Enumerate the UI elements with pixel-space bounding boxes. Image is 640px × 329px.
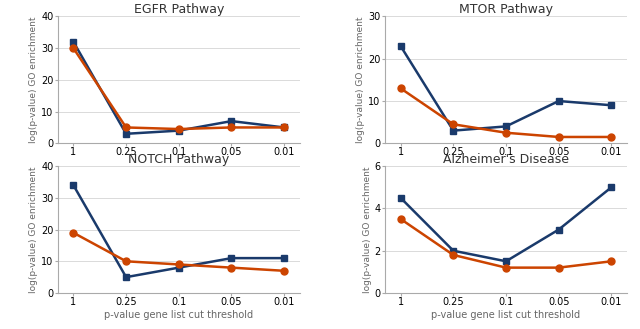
Line: EGFR (PubSqueezer): EGFR (PubSqueezer) — [70, 38, 287, 137]
NOTCH (TF-IDF) — [280, 269, 288, 273]
EGFR (PubSqueezer) — [122, 132, 130, 136]
NOTCH (PubSqueezer) — [228, 256, 236, 260]
MTOR (PubSqueezer) — [607, 103, 615, 107]
MTOR (PubSqueezer) — [397, 44, 404, 48]
Legend: Alzheimer (PubSqueezer), Alzheimer (TF-IDF): Alzheimer (PubSqueezer), Alzheimer (TF-I… — [360, 296, 640, 306]
Title: EGFR Pathway: EGFR Pathway — [134, 3, 224, 16]
EGFR (PubSqueezer) — [280, 125, 288, 129]
EGFR (PubSqueezer) — [70, 40, 77, 44]
MTOR (TF-IDF) — [502, 131, 510, 135]
EGFR (TF-IDF) — [175, 127, 182, 131]
Line: MTOR (PubSqueezer): MTOR (PubSqueezer) — [397, 42, 615, 134]
Alzheimer (PubSqueezer) — [397, 196, 404, 200]
Line: NOTCH (TF-IDF): NOTCH (TF-IDF) — [70, 229, 287, 274]
Y-axis label: log(p-value) GO enrichment: log(p-value) GO enrichment — [29, 17, 38, 143]
X-axis label: p-value gene list cut threshold: p-value gene list cut threshold — [431, 310, 580, 320]
Alzheimer (PubSqueezer) — [607, 185, 615, 189]
Alzheimer (PubSqueezer) — [449, 249, 457, 253]
EGFR (PubSqueezer) — [228, 119, 236, 123]
Line: Alzheimer (TF-IDF): Alzheimer (TF-IDF) — [397, 215, 615, 271]
MTOR (PubSqueezer) — [502, 124, 510, 128]
EGFR (TF-IDF) — [228, 125, 236, 129]
Alzheimer (TF-IDF) — [607, 259, 615, 263]
NOTCH (TF-IDF) — [122, 259, 130, 263]
Legend: EGFR (PubSqueezer), EGFR (TF-IDF): EGFR (PubSqueezer), EGFR (TF-IDF) — [57, 146, 300, 156]
MTOR (TF-IDF) — [607, 135, 615, 139]
Title: Alzheimer's Disease: Alzheimer's Disease — [443, 153, 569, 166]
Line: MTOR (TF-IDF): MTOR (TF-IDF) — [397, 85, 615, 140]
NOTCH (PubSqueezer) — [122, 275, 130, 279]
MTOR (PubSqueezer) — [555, 99, 563, 103]
Legend: MTOR (PubSqueezer), MTOR (TF-IDF): MTOR (PubSqueezer), MTOR (TF-IDF) — [381, 146, 630, 156]
Alzheimer (PubSqueezer) — [555, 228, 563, 232]
NOTCH (PubSqueezer) — [70, 183, 77, 187]
X-axis label: p-value gene list cut threshold: p-value gene list cut threshold — [104, 310, 253, 320]
EGFR (PubSqueezer) — [175, 129, 182, 133]
Title: MTOR Pathway: MTOR Pathway — [459, 3, 553, 16]
NOTCH (TF-IDF) — [70, 231, 77, 235]
Title: NOTCH Pathway: NOTCH Pathway — [128, 153, 229, 166]
EGFR (TF-IDF) — [70, 46, 77, 50]
Legend: NOTCH (PubSqueezer), NOTCH (TF-IDF): NOTCH (PubSqueezer), NOTCH (TF-IDF) — [48, 296, 310, 306]
NOTCH (PubSqueezer) — [175, 266, 182, 269]
MTOR (TF-IDF) — [397, 87, 404, 90]
MTOR (PubSqueezer) — [449, 129, 457, 133]
Alzheimer (TF-IDF) — [449, 253, 457, 257]
MTOR (TF-IDF) — [449, 122, 457, 126]
Alzheimer (PubSqueezer) — [502, 259, 510, 263]
Line: EGFR (TF-IDF): EGFR (TF-IDF) — [70, 45, 287, 133]
Y-axis label: log(p-value) GO enrichment: log(p-value) GO enrichment — [29, 166, 38, 293]
Y-axis label: log(p-value) GO enrichment: log(p-value) GO enrichment — [356, 17, 365, 143]
Alzheimer (TF-IDF) — [502, 266, 510, 269]
Y-axis label: log(p-value) GO enrichment: log(p-value) GO enrichment — [363, 166, 372, 293]
MTOR (TF-IDF) — [555, 135, 563, 139]
Alzheimer (TF-IDF) — [397, 217, 404, 221]
EGFR (TF-IDF) — [122, 125, 130, 129]
EGFR (TF-IDF) — [280, 125, 288, 129]
Line: Alzheimer (PubSqueezer): Alzheimer (PubSqueezer) — [397, 184, 615, 265]
NOTCH (PubSqueezer) — [280, 256, 288, 260]
NOTCH (TF-IDF) — [228, 266, 236, 269]
Line: NOTCH (PubSqueezer): NOTCH (PubSqueezer) — [70, 182, 287, 281]
NOTCH (TF-IDF) — [175, 263, 182, 266]
Alzheimer (TF-IDF) — [555, 266, 563, 269]
